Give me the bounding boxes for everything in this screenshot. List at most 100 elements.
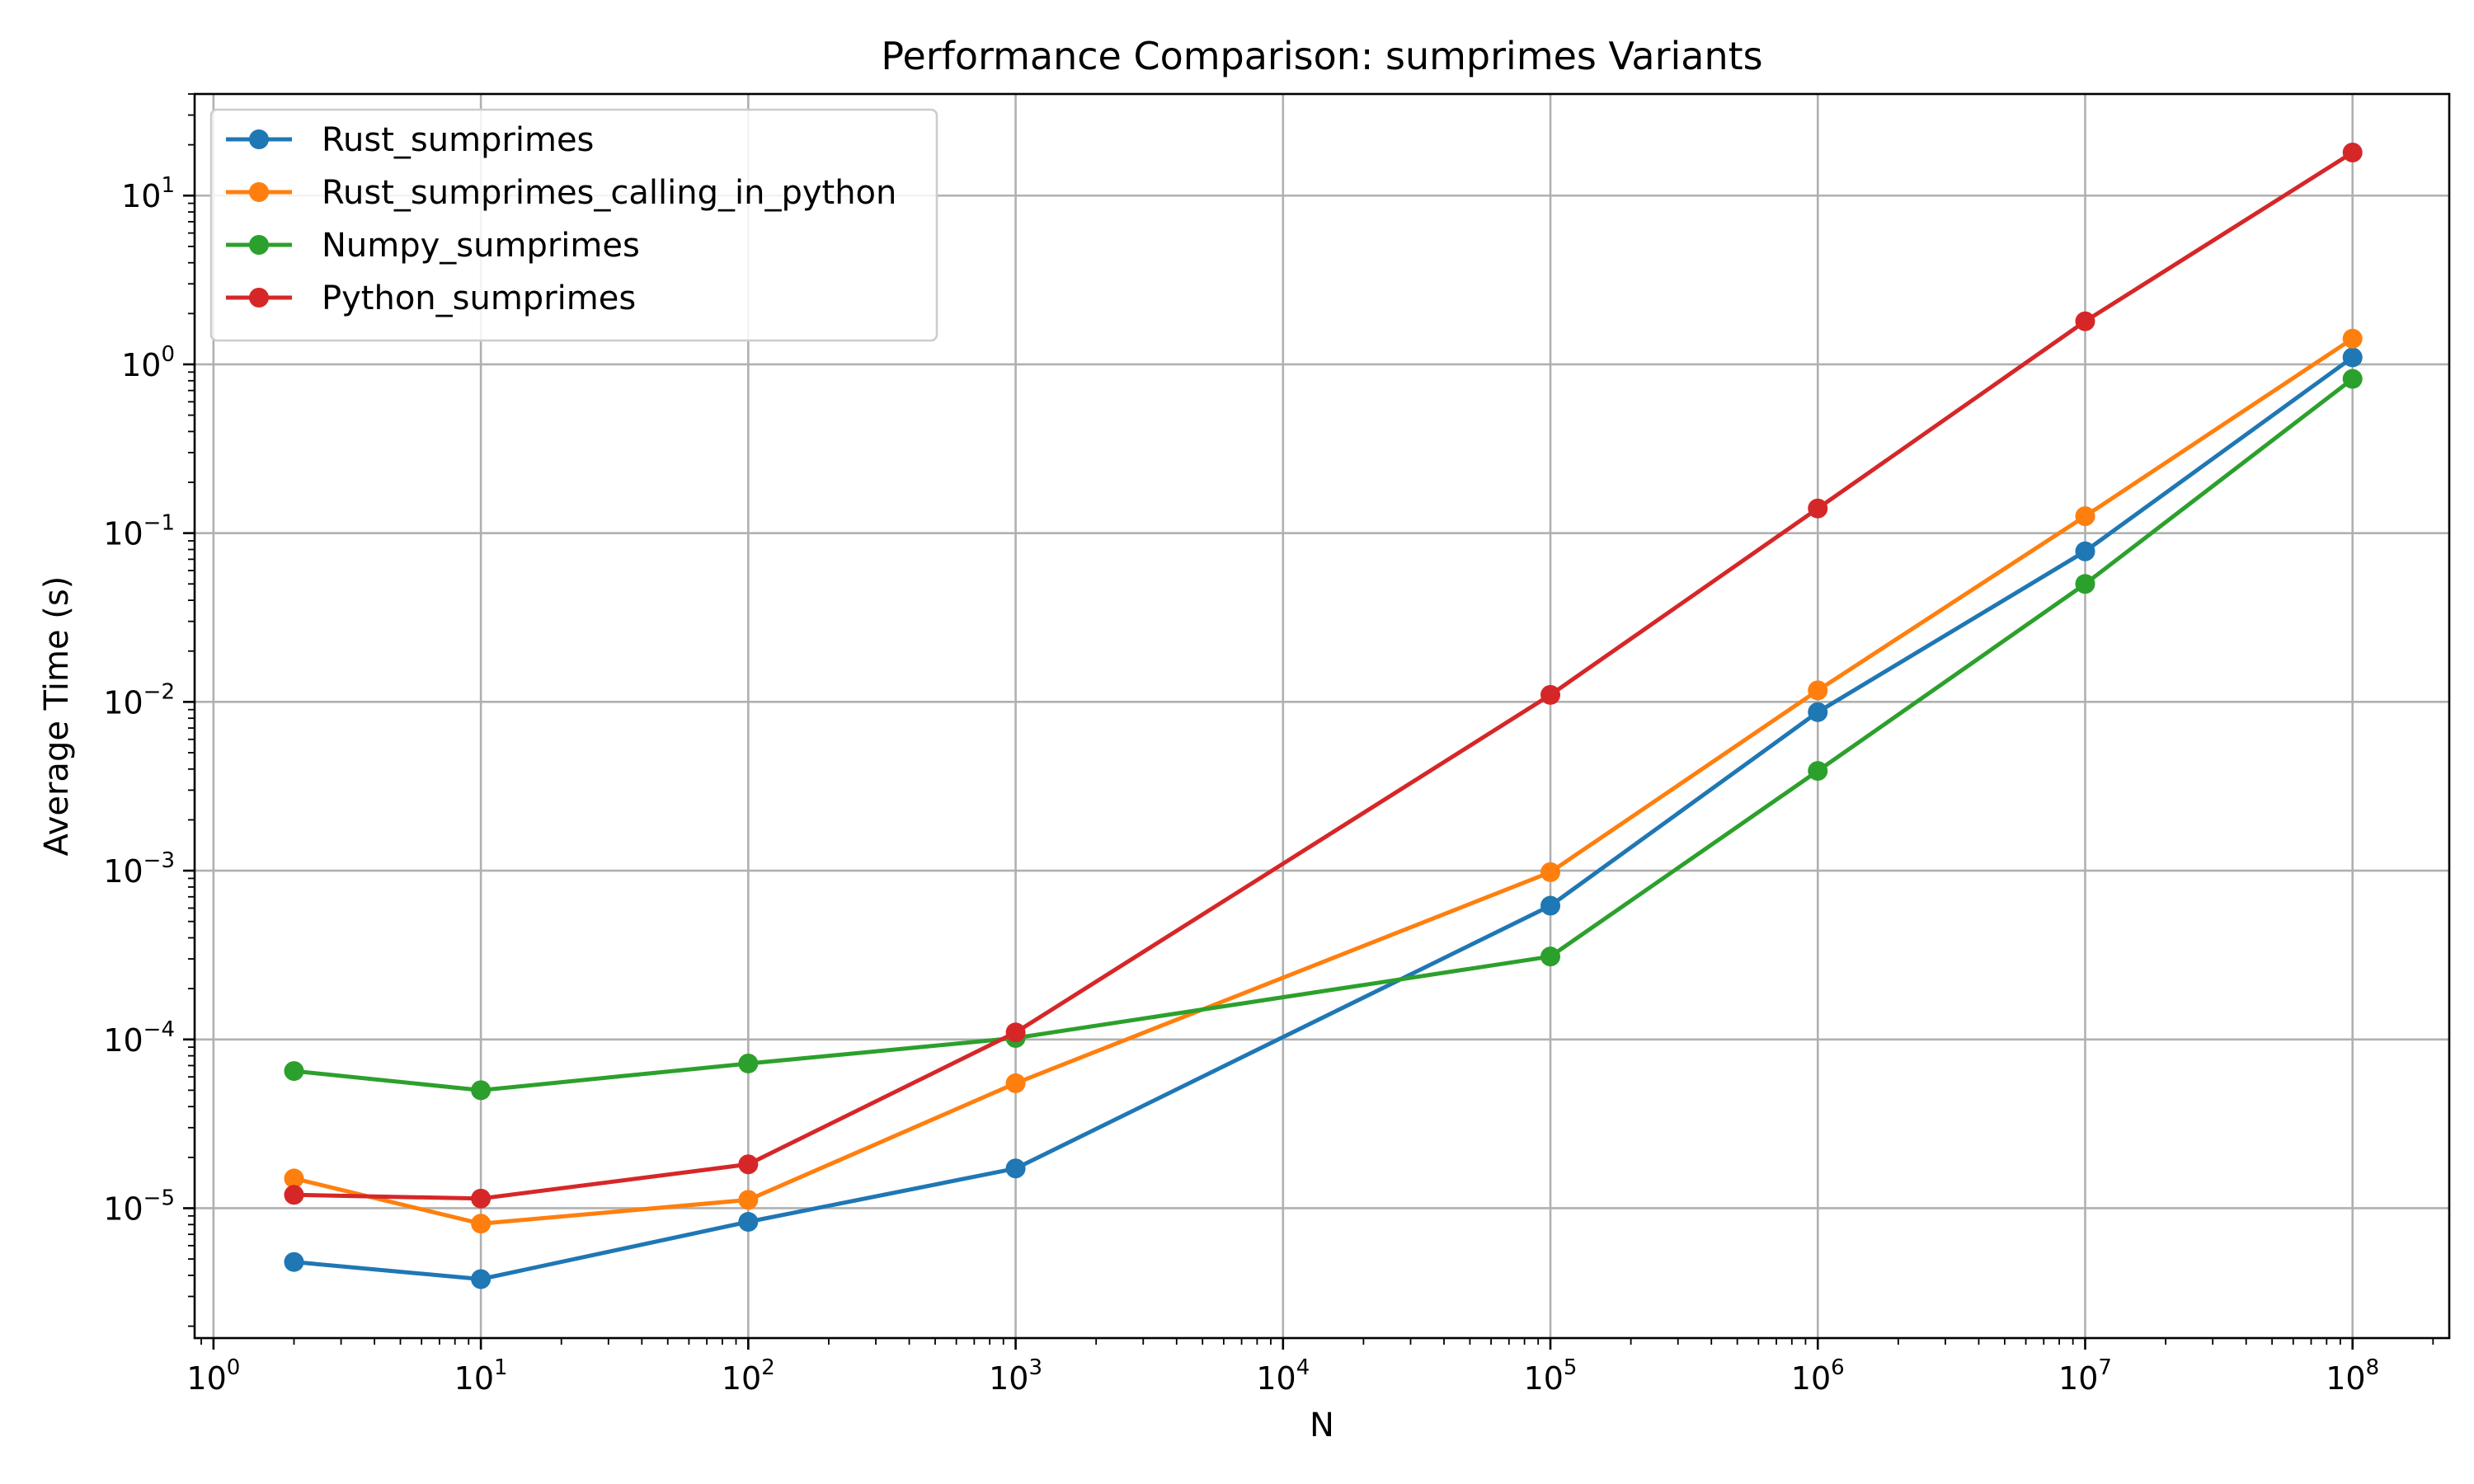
x-tick-label-base: 10	[1256, 1360, 1296, 1397]
x-tick-label: 100	[186, 1355, 240, 1397]
data-point	[471, 1188, 492, 1209]
legend-item: Python_sumprimes	[226, 279, 636, 317]
data-point	[1808, 761, 1828, 782]
data-point	[471, 1269, 492, 1289]
y-axis-label: Average Time (s)	[38, 576, 76, 857]
x-tick-label: 104	[1256, 1355, 1310, 1397]
y-tick-label-exponent: −4	[143, 1017, 175, 1042]
x-tick-label-exponent: 3	[1028, 1355, 1042, 1380]
y-tick-label: 10−5	[103, 1186, 175, 1227]
x-tick-label-base: 10	[722, 1360, 761, 1397]
data-point	[2075, 541, 2095, 561]
data-point	[1005, 1022, 1026, 1043]
x-tick-label-exponent: 6	[1831, 1355, 1845, 1380]
x-tick-label: 107	[2058, 1355, 2112, 1397]
x-tick-label-base: 10	[2058, 1360, 2098, 1397]
data-point	[1005, 1158, 1026, 1179]
legend-label: Rust_sumprimes_calling_in_python	[322, 174, 896, 212]
legend-label: Rust_sumprimes	[322, 121, 594, 159]
data-point	[1005, 1073, 1026, 1093]
x-tick-label-exponent: 7	[2098, 1355, 2112, 1380]
x-tick-label: 103	[989, 1355, 1042, 1397]
data-point	[738, 1190, 759, 1210]
y-tick-label-base: 10	[103, 853, 143, 890]
legend-marker	[249, 129, 269, 149]
series-Numpy_sumprimes	[284, 369, 2363, 1101]
data-point	[1808, 702, 1828, 722]
y-tick-label: 10−2	[103, 679, 175, 721]
legend-label: Numpy_sumprimes	[322, 227, 640, 265]
x-tick-label: 106	[1791, 1355, 1845, 1397]
data-point	[1540, 684, 1561, 705]
x-tick-label: 105	[1524, 1355, 1578, 1397]
data-point	[738, 1053, 759, 1073]
data-point	[2075, 311, 2095, 331]
legend-marker	[249, 182, 269, 202]
data-point	[2075, 506, 2095, 527]
y-tick-label: 100	[121, 342, 175, 383]
data-point	[284, 1252, 304, 1272]
x-tick-label-base: 10	[454, 1360, 494, 1397]
data-point	[1808, 680, 1828, 701]
x-tick-label-base: 10	[1524, 1360, 1564, 1397]
x-tick-label-exponent: 2	[761, 1355, 775, 1380]
y-tick-label: 10−4	[103, 1017, 175, 1059]
axes-frame	[193, 92, 2451, 1340]
series-Rust_sumprimes	[284, 347, 2363, 1289]
y-tick-label-exponent: −2	[143, 679, 175, 704]
chart-title: Performance Comparison: sumprimes Varian…	[881, 34, 1762, 78]
series-line	[294, 355, 2354, 1281]
y-tick-label-base: 10	[103, 516, 143, 552]
legend: Rust_sumprimes Rust_sumprimes_calling_in_…	[209, 108, 938, 342]
x-tick-label-exponent: 8	[2366, 1355, 2380, 1380]
data-point	[2342, 369, 2363, 389]
data-point	[284, 1061, 304, 1082]
series-line	[293, 336, 2354, 1226]
y-tick-label: 101	[121, 173, 175, 214]
data-point	[2342, 328, 2363, 349]
y-tick-label-exponent: −1	[143, 511, 175, 536]
x-tick-label-exponent: 5	[1564, 1355, 1578, 1380]
x-tick-label: 101	[454, 1355, 508, 1397]
series-line	[294, 377, 2354, 1092]
legend-box	[209, 108, 938, 342]
x-axis-label: N	[1310, 1407, 1334, 1444]
data-point	[738, 1154, 759, 1175]
x-tick-label-exponent: 4	[1296, 1355, 1310, 1380]
data-point	[471, 1080, 492, 1101]
x-tick-label: 102	[722, 1355, 775, 1397]
data-point	[2342, 142, 2363, 162]
y-tick-label-exponent: −3	[143, 848, 175, 873]
data-point	[284, 1185, 304, 1205]
y-tick-label-base: 10	[103, 1022, 143, 1059]
data-point	[284, 1168, 304, 1189]
y-tick-label-base: 10	[103, 684, 143, 721]
data-point	[471, 1214, 492, 1234]
x-tick-label: 108	[2326, 1355, 2379, 1397]
data-point	[2075, 574, 2095, 594]
x-tick-label-base: 10	[1791, 1360, 1831, 1397]
y-tick-label-exponent: 1	[161, 173, 175, 198]
data-point	[1540, 946, 1561, 967]
axis-ticks: 100 101 102 103 104 105 106 107 10810−510−410−31…	[103, 93, 2434, 1397]
y-tick-label-exponent: 0	[161, 342, 175, 367]
x-tick-label-base: 10	[186, 1360, 226, 1397]
y-tick-label: 10−1	[103, 511, 175, 552]
y-tick-label-base: 10	[103, 1190, 143, 1227]
x-tick-label-exponent: 1	[494, 1355, 508, 1380]
legend-marker	[249, 288, 269, 308]
y-tick-label-base: 10	[121, 178, 161, 214]
x-tick-label-base: 10	[2326, 1360, 2365, 1397]
legend-marker	[249, 235, 269, 255]
legend-item: Rust_sumprimes_calling_in_python	[226, 174, 896, 212]
plot-series	[284, 142, 2363, 1289]
data-point	[738, 1212, 759, 1233]
y-tick-label-base: 10	[121, 347, 161, 383]
x-tick-label-base: 10	[989, 1360, 1028, 1397]
y-tick-label: 10−3	[103, 848, 175, 890]
legend-label: Python_sumprimes	[322, 279, 636, 317]
series-line	[294, 150, 2354, 1201]
data-point	[1808, 498, 1828, 519]
series-Rust_sumprimes_calling_in_python	[284, 328, 2363, 1234]
